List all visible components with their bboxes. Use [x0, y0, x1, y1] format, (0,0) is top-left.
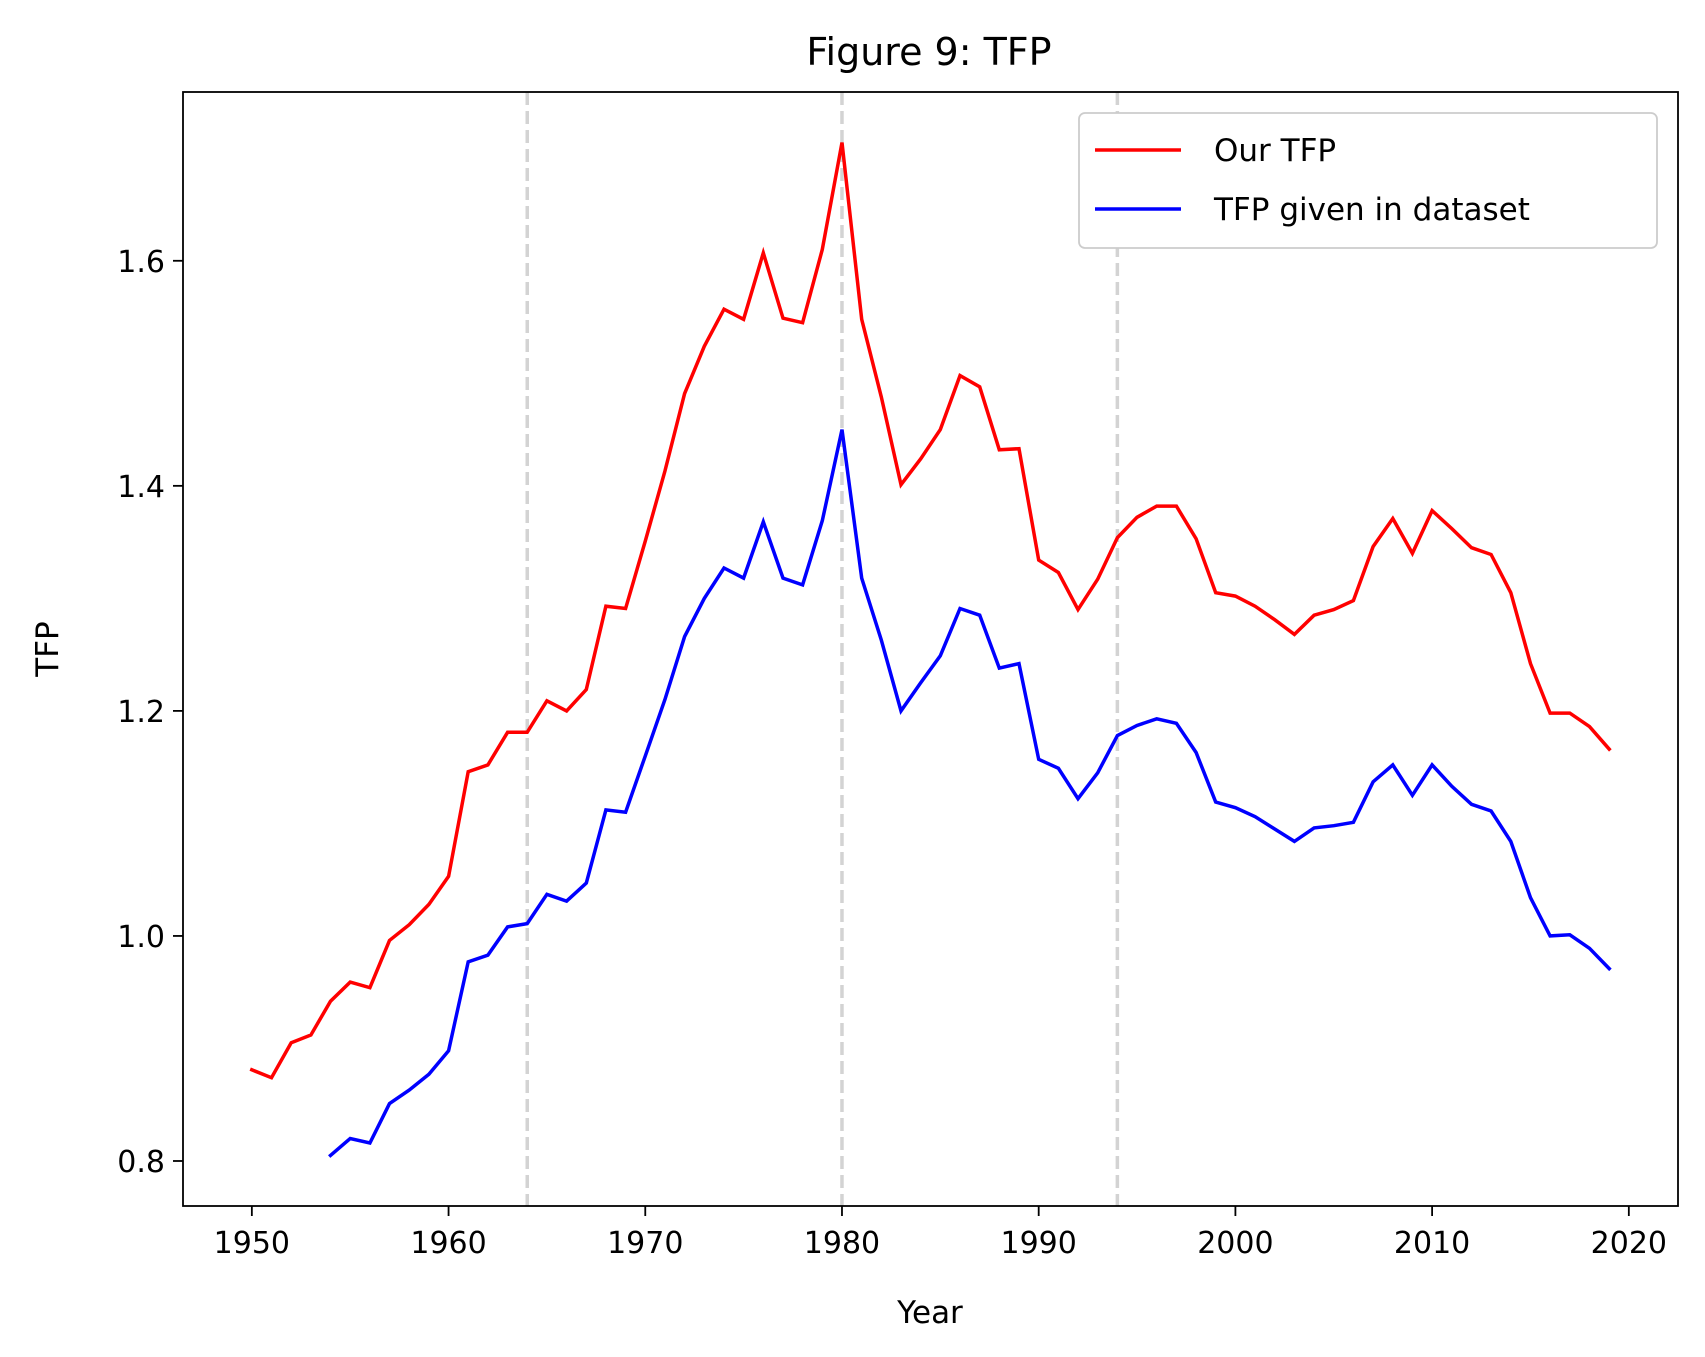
plot-area-frame	[182, 91, 1679, 1207]
x-tick-label: 1970	[607, 1226, 683, 1261]
y-tick-label: 0.8	[117, 1145, 165, 1180]
y-tick-label: 1.6	[117, 245, 165, 280]
series-layer	[249, 142, 1612, 1158]
legend-label-our-tfp: Our TFP	[1214, 133, 1336, 169]
legend: Our TFP TFP given in dataset	[1078, 112, 1658, 249]
reference-lines	[525, 92, 1120, 1206]
y-tick-label: 1.2	[117, 695, 165, 730]
x-tick-label: 2000	[1197, 1226, 1273, 1261]
x-tick-label: 1960	[410, 1226, 486, 1261]
y-axis: 0.8 1.0 1.2 1.4 1.6	[117, 245, 183, 1180]
series-line-tfp-dataset	[328, 429, 1612, 1158]
x-axis: 1950 1960 1970 1980 1990 2000 2010 2020	[214, 1206, 1667, 1261]
legend-box	[1078, 112, 1658, 249]
x-tick-label: 1980	[804, 1226, 880, 1261]
y-axis-title: TFP	[30, 621, 66, 677]
chart-title: Figure 9: TFP	[806, 30, 1051, 74]
y-tick-label: 1.0	[117, 920, 165, 955]
y-tick-label: 1.4	[117, 470, 165, 505]
x-tick-label: 2010	[1394, 1226, 1470, 1261]
x-tick-label: 1990	[1001, 1226, 1077, 1261]
legend-label-tfp-dataset: TFP given in dataset	[1213, 192, 1530, 228]
x-tick-label: 2020	[1591, 1226, 1667, 1261]
series-line-our-tfp	[249, 142, 1612, 1080]
x-tick-label: 1950	[214, 1226, 290, 1261]
x-axis-title: Year	[896, 1295, 963, 1331]
